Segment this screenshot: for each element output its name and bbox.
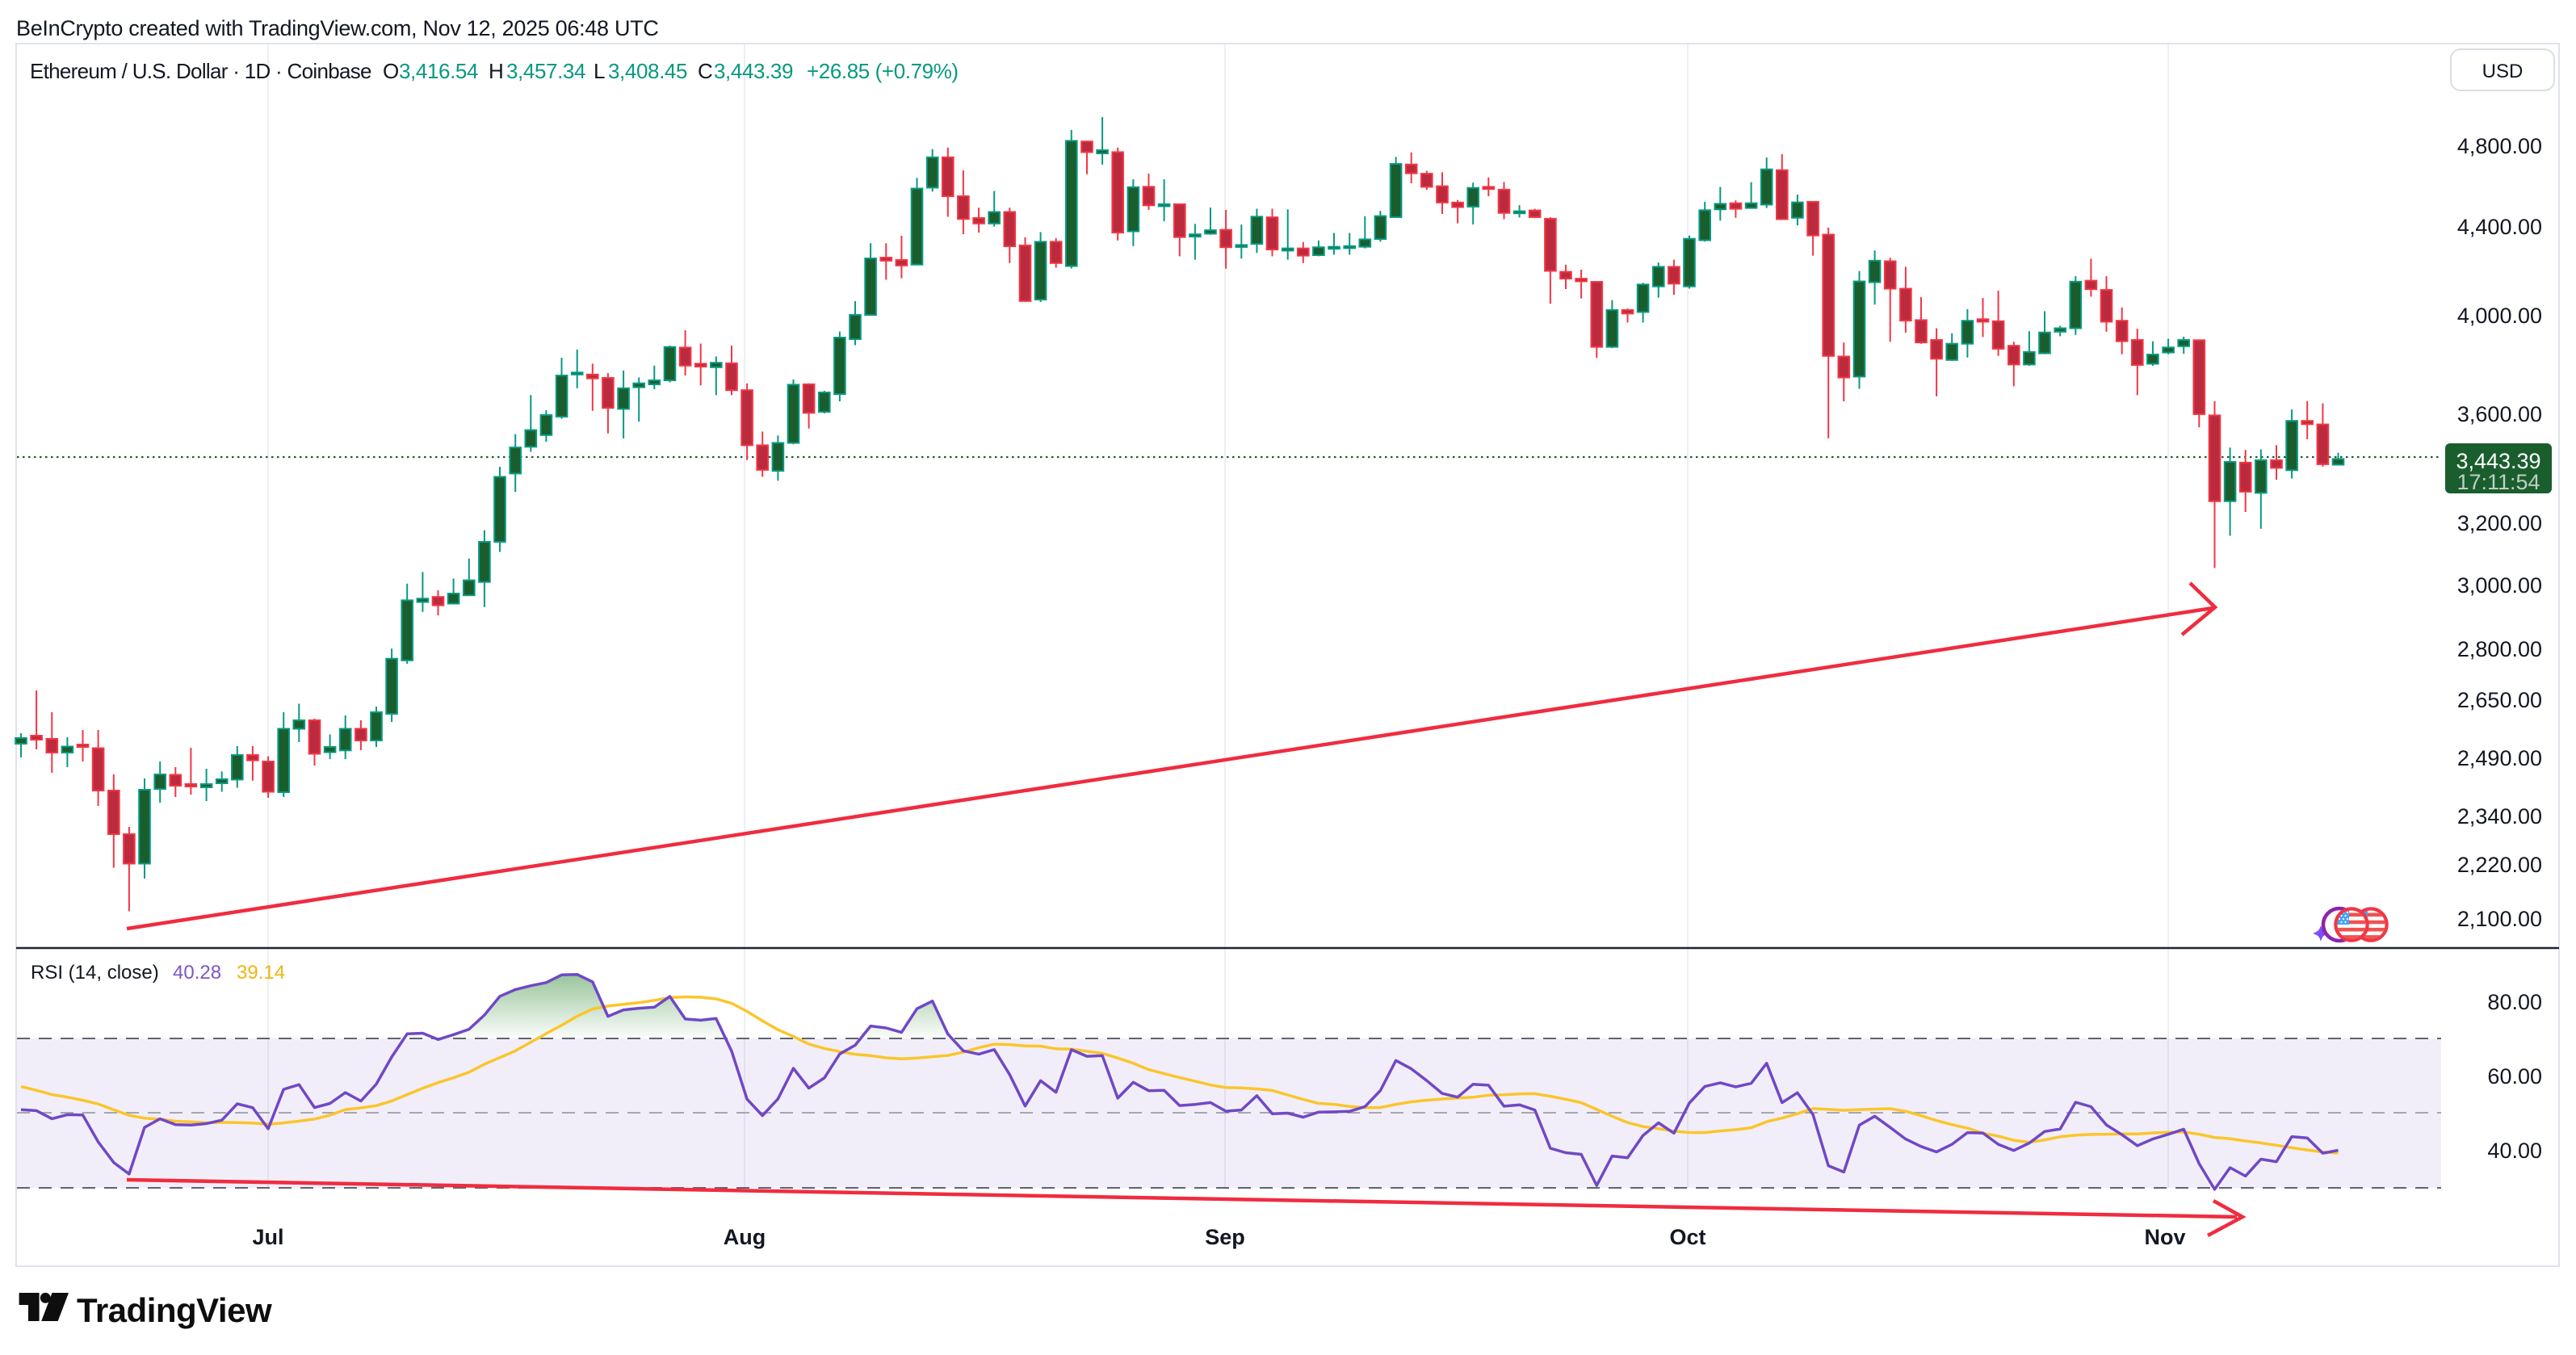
svg-text:H: H [489,59,503,83]
svg-text:Sep: Sep [1205,1225,1245,1249]
svg-text:2,490.00: 2,490.00 [2457,746,2542,770]
svg-text:2,650.00: 2,650.00 [2457,688,2542,712]
svg-text:4,000.00: 4,000.00 [2457,304,2542,328]
svg-text:3,443.39: 3,443.39 [2456,449,2540,473]
svg-text:3,000.00: 3,000.00 [2457,573,2542,598]
svg-text:3,200.00: 3,200.00 [2457,511,2542,535]
svg-text:+26.85 (+0.79%): +26.85 (+0.79%) [807,59,959,83]
svg-text:2,100.00: 2,100.00 [2457,907,2542,931]
svg-text:17:11:54: 17:11:54 [2456,470,2540,494]
svg-text:L: L [594,59,605,83]
svg-text:TradingView: TradingView [77,1291,272,1329]
svg-text:40.00: 40.00 [2487,1139,2542,1163]
svg-text:4,400.00: 4,400.00 [2457,215,2542,239]
svg-text:RSI (14, close): RSI (14, close) [31,962,159,984]
svg-text:60.00: 60.00 [2487,1064,2542,1089]
svg-text:4,800.00: 4,800.00 [2457,134,2542,158]
svg-text:2,220.00: 2,220.00 [2457,853,2542,877]
svg-text:2,800.00: 2,800.00 [2457,637,2542,661]
svg-text:2,340.00: 2,340.00 [2457,804,2542,829]
svg-text:Aug: Aug [724,1225,766,1249]
svg-text:Nov: Nov [2144,1225,2185,1249]
svg-text:O: O [383,59,399,83]
svg-text:BeInCrypto created with Tradin: BeInCrypto created with TradingView.com,… [16,16,659,40]
svg-text:80.00: 80.00 [2487,990,2542,1014]
svg-text:C: C [698,59,712,83]
svg-text:USD: USD [2482,61,2524,82]
svg-text:Ethereum / U.S. Dollar · 1D ·: Ethereum / U.S. Dollar · 1D · Coinbase [30,59,371,83]
svg-text:3,416.54: 3,416.54 [399,59,478,83]
svg-text:Oct: Oct [1669,1225,1705,1249]
svg-text:3,408.45: 3,408.45 [608,59,687,83]
svg-text:3,443.39: 3,443.39 [714,59,793,83]
svg-text:3,457.34: 3,457.34 [506,59,585,83]
svg-text:3,600.00: 3,600.00 [2457,402,2542,426]
svg-text:Jul: Jul [252,1225,283,1249]
svg-text:40.28: 40.28 [173,962,221,984]
svg-text:39.14: 39.14 [237,962,285,984]
